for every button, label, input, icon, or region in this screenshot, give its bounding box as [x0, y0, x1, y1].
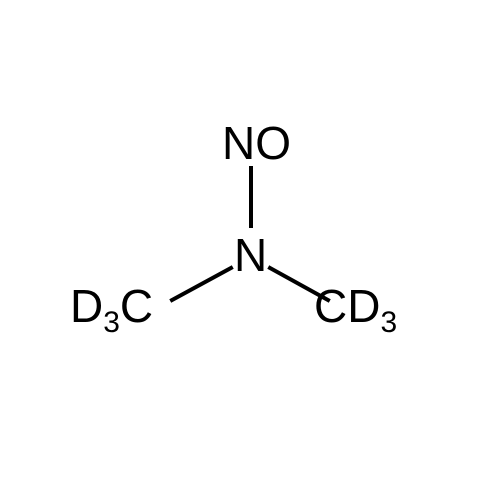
text-right-c: C [314, 280, 347, 332]
text-left-c: C [120, 280, 153, 332]
text-left-d: D [70, 280, 103, 332]
label-right-group: CD3 [314, 283, 397, 329]
label-n-center: N [234, 232, 267, 278]
text-right-sub: 3 [380, 306, 397, 339]
label-no: NO [222, 120, 291, 166]
text-n: N [234, 229, 267, 281]
label-left-group: D3C [70, 283, 153, 329]
text-no: NO [222, 117, 291, 169]
text-right-d: D [347, 280, 380, 332]
bond-left [172, 268, 231, 300]
text-left-sub: 3 [103, 306, 120, 339]
chemical-structure-canvas: NO N D3C CD3 [0, 0, 500, 500]
